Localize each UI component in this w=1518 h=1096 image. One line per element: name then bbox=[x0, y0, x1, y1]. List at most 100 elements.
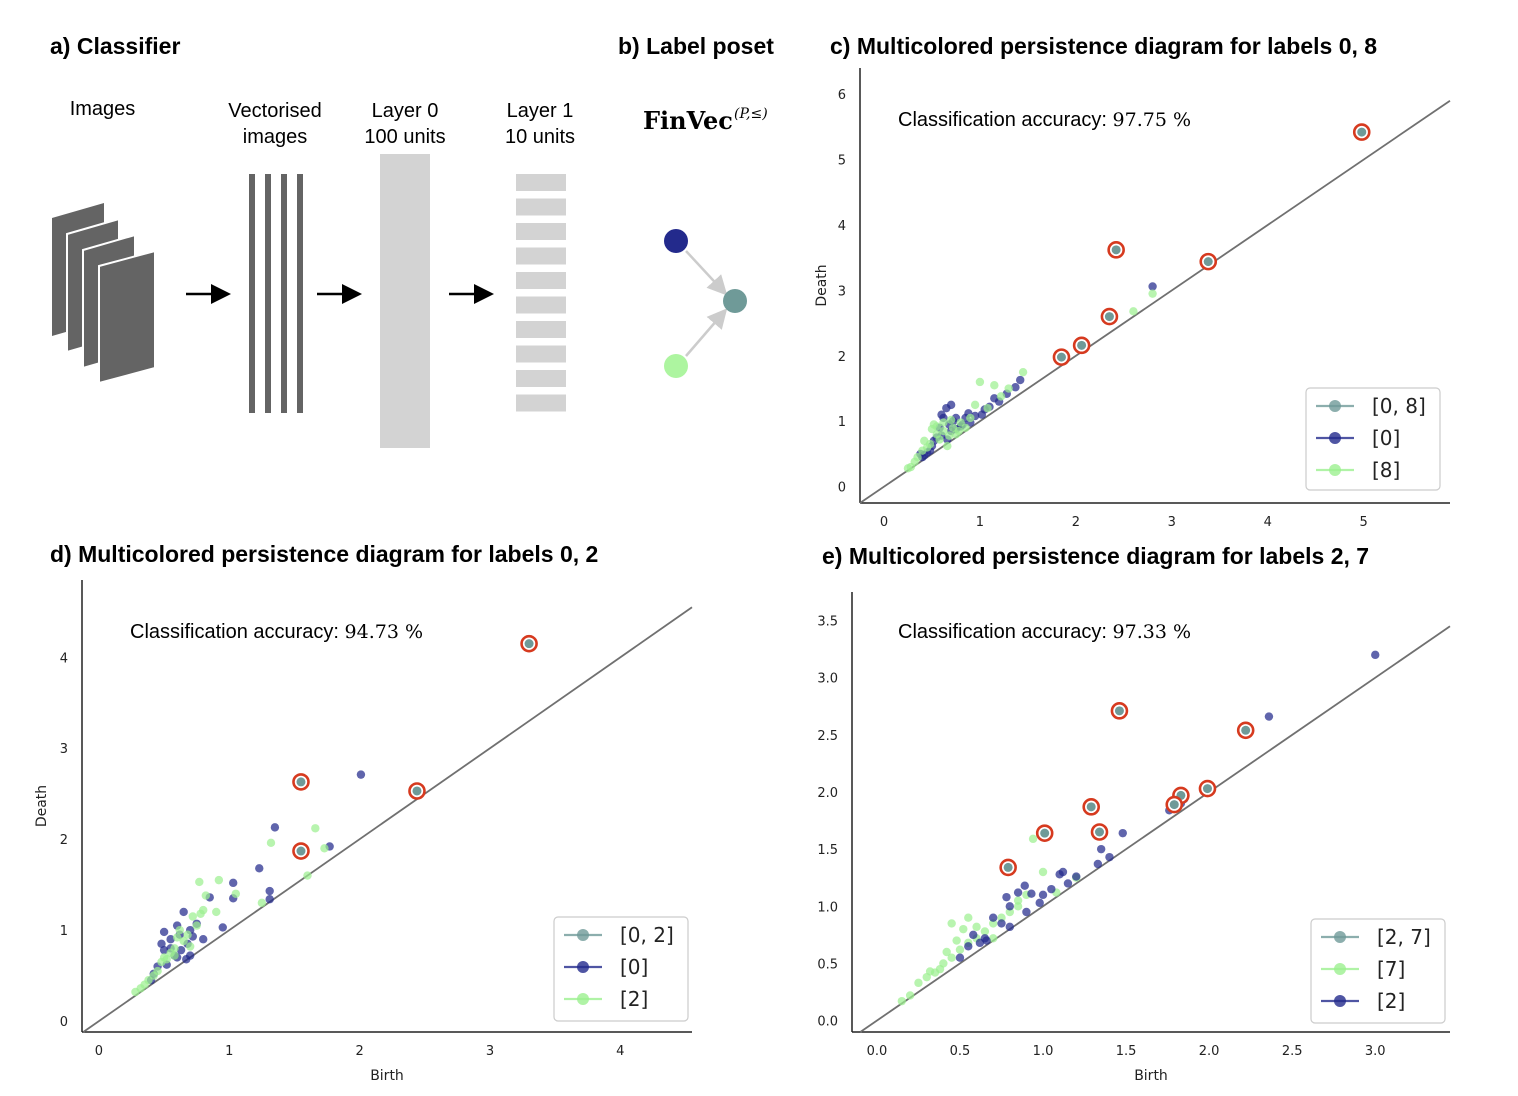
joint-point bbox=[1056, 352, 1066, 362]
legend-entry: [0, 2] bbox=[620, 923, 674, 947]
data-point bbox=[265, 886, 274, 896]
data-point bbox=[257, 898, 267, 908]
chart-e: 0.0 0.5 1.0 1.5 2.0 2.5 3.0 0.0 0.5 1.0 1.5 2.0 2.5 3… bbox=[817, 592, 1451, 1084]
data-point bbox=[1011, 383, 1020, 392]
legend-swatch-marker bbox=[577, 993, 589, 1005]
x-tick-label: 2 bbox=[355, 1044, 363, 1059]
layer1-unit bbox=[516, 345, 566, 363]
accuracy-label: Classification accuracy: bbox=[898, 621, 1113, 643]
data-point bbox=[157, 939, 166, 948]
y-tick-label: 4 bbox=[838, 219, 846, 234]
y-tick-label: 1.0 bbox=[817, 900, 838, 915]
data-point bbox=[255, 864, 264, 873]
y-tick-label: 0.5 bbox=[817, 957, 838, 972]
y-tick-label: 4 bbox=[60, 651, 68, 666]
image-stack bbox=[52, 203, 156, 385]
data-point bbox=[955, 953, 965, 962]
y-tick-label: 0 bbox=[60, 1015, 68, 1030]
data-point bbox=[1035, 898, 1044, 908]
data-point bbox=[948, 423, 958, 432]
data-point bbox=[914, 978, 923, 988]
data-point bbox=[183, 930, 192, 939]
layer0-label: Layer 0 100 units bbox=[340, 98, 470, 150]
data-point bbox=[214, 875, 224, 885]
legend-swatch-marker bbox=[1334, 963, 1346, 975]
legend-entry: [0, 8] bbox=[1372, 394, 1426, 418]
layer1-label-line1: Layer 1 bbox=[506, 100, 574, 122]
data-point bbox=[920, 436, 929, 446]
data-point bbox=[199, 935, 208, 944]
data-point bbox=[1016, 375, 1025, 385]
poset-node-top bbox=[664, 229, 688, 253]
data-point bbox=[932, 422, 941, 431]
data-point bbox=[959, 924, 968, 934]
data-point bbox=[946, 415, 956, 425]
layer1-unit bbox=[516, 272, 566, 289]
joint-point bbox=[412, 786, 422, 796]
data-point bbox=[947, 953, 956, 962]
data-point bbox=[212, 907, 221, 917]
x-tick-label: 3 bbox=[1168, 515, 1176, 530]
data-point bbox=[159, 945, 169, 955]
data-point bbox=[1002, 892, 1011, 902]
data-point bbox=[997, 919, 1006, 928]
data-point bbox=[1018, 367, 1028, 377]
accuracy-value: 97.33 % bbox=[1113, 621, 1192, 643]
joint-point bbox=[1111, 245, 1121, 255]
x-axis-label: Birth bbox=[1134, 1068, 1168, 1084]
panel-c-title: c) Multicolored persistence diagram for … bbox=[830, 33, 1378, 59]
vectorised-label-line2: images bbox=[242, 126, 308, 148]
data-point bbox=[1072, 872, 1081, 881]
data-point bbox=[201, 891, 211, 900]
x-tick-label: 4 bbox=[616, 1044, 624, 1059]
data-point bbox=[988, 934, 998, 943]
joint-point bbox=[1095, 827, 1105, 837]
data-point bbox=[159, 953, 169, 962]
y-tick-label: 3 bbox=[60, 742, 68, 757]
chart-d: 0 1 2 3 4 0 1 2 3 4 Death Birth Classification accur… bbox=[34, 580, 693, 1084]
legend-box bbox=[1305, 387, 1441, 491]
x-tick-label: 1 bbox=[976, 515, 984, 530]
data-point bbox=[185, 942, 195, 951]
joint-point bbox=[1169, 800, 1179, 810]
legend-box bbox=[1310, 918, 1446, 1024]
diagonal-line bbox=[859, 625, 1451, 1033]
panel-d-title: d) Multicolored persistence diagram for … bbox=[50, 541, 599, 567]
data-point bbox=[1020, 881, 1029, 890]
legend-box bbox=[553, 916, 689, 1022]
data-point bbox=[179, 936, 188, 946]
data-point bbox=[939, 418, 948, 427]
legend-entry: [2, 7] bbox=[1377, 925, 1431, 949]
data-point bbox=[943, 441, 952, 451]
y-tick-label: 1.5 bbox=[817, 843, 838, 858]
x-tick-label: 0 bbox=[95, 1044, 103, 1059]
joint-point bbox=[1357, 127, 1367, 137]
x-tick-label: 1.0 bbox=[1033, 1044, 1054, 1059]
joint-point bbox=[1104, 312, 1114, 322]
joint-point bbox=[524, 639, 534, 649]
poset-edge-bottom bbox=[685, 308, 728, 357]
data-point bbox=[182, 955, 191, 964]
legend-entry: [2] bbox=[1377, 989, 1405, 1013]
data-point bbox=[228, 878, 238, 888]
data-point bbox=[983, 403, 992, 413]
data-point bbox=[303, 871, 312, 880]
data-point bbox=[192, 921, 201, 930]
data-point bbox=[951, 430, 961, 439]
legend-swatch-marker bbox=[1334, 931, 1346, 943]
layer0-label-line1: Layer 0 bbox=[371, 100, 439, 122]
images-label: Images bbox=[69, 98, 136, 120]
layer1-unit bbox=[516, 296, 566, 314]
data-point bbox=[1264, 712, 1274, 721]
y-axis-label: Death bbox=[34, 785, 50, 827]
data-point bbox=[1148, 282, 1157, 291]
data-point bbox=[1093, 859, 1103, 869]
poset-edge-top bbox=[685, 250, 728, 296]
vectorised-label-line1: Vectorised bbox=[228, 100, 322, 122]
x-tick-label: 4 bbox=[1264, 515, 1272, 530]
legend-swatch-marker bbox=[1329, 432, 1341, 444]
data-point bbox=[1038, 867, 1048, 877]
x-tick-label: 5 bbox=[1360, 515, 1368, 530]
data-point bbox=[1148, 289, 1157, 298]
accuracy-label: Classification accuracy: bbox=[130, 621, 345, 643]
